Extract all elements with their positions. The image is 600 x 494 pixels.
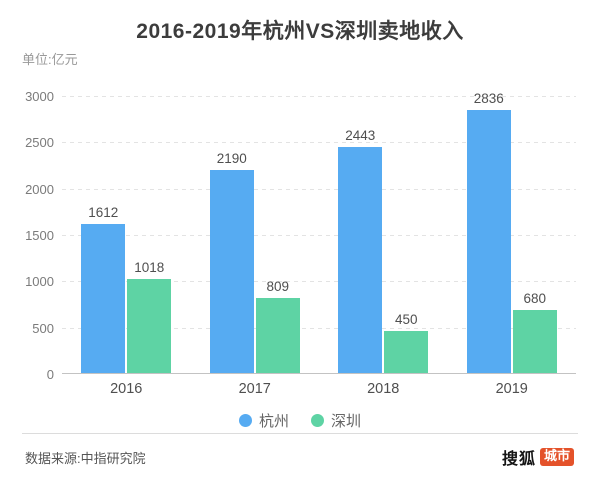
bar-2016-series-0	[81, 223, 126, 373]
legend-label: 深圳	[331, 413, 362, 430]
brand-logo: 搜狐 城市	[502, 445, 574, 469]
bar-2016-series-1	[127, 278, 172, 373]
bar-2017-series-1	[255, 298, 300, 373]
x-axis-label: 2018	[367, 381, 400, 397]
bar-value-label: 1018	[134, 259, 165, 275]
bar-2018-series-1	[384, 331, 429, 373]
x-axis-line	[62, 373, 576, 374]
x-axis-label: 2017	[238, 381, 271, 397]
bar-value-label: 2190	[216, 151, 247, 167]
gridline	[62, 96, 576, 97]
legend-label: 杭州	[258, 413, 289, 430]
legend: 杭州 深圳	[0, 410, 600, 431]
gridline	[62, 281, 576, 283]
bar-value-label: 450	[394, 312, 418, 328]
legend-dot	[238, 414, 252, 427]
bar-value-label: 809	[266, 279, 290, 295]
bar-2019-series-1	[512, 310, 557, 373]
legend-item: 深圳	[311, 410, 361, 431]
gridline	[62, 188, 576, 190]
y-axis-label: 1000	[25, 274, 54, 290]
unit-label: 单位:亿元	[22, 52, 78, 67]
legend-item: 杭州	[238, 410, 289, 431]
y-axis-label: 1500	[25, 228, 54, 243]
brand-sohu-text: 搜狐	[501, 451, 536, 468]
y-axis-label: 3000	[25, 89, 54, 104]
bar-value-label: 2836	[473, 91, 504, 107]
bar-2017-series-0	[209, 170, 254, 373]
footer: 数据来源:中指研究院 搜狐 城市	[25, 446, 574, 468]
bar-2018-series-0	[338, 146, 383, 373]
y-axis-label: 2500	[25, 135, 54, 151]
bar-2019-series-0	[466, 110, 511, 373]
chart-title: 2016-2019年杭州VS深圳卖地收入	[136, 20, 464, 43]
plot-area: 1612 1018 2190 809 2443 450 2836 680	[62, 91, 576, 374]
bar-value-label: 680	[523, 290, 547, 306]
bar-value-label: 2443	[345, 127, 376, 143]
data-source: 数据来源:中指研究院	[25, 450, 146, 466]
bar-value-label: 1612	[88, 204, 119, 220]
x-axis-label: 2019	[495, 381, 528, 397]
y-axis-label: 0	[46, 367, 54, 382]
y-axis-label: 2000	[25, 181, 54, 197]
y-axis-label: 500	[32, 320, 54, 336]
x-axis-label: 2016	[110, 381, 143, 397]
gridline	[62, 327, 576, 329]
gridline	[62, 142, 576, 144]
gridline	[62, 235, 576, 236]
footer-divider	[22, 433, 578, 434]
brand-city-badge: 城市	[539, 448, 574, 466]
legend-dot	[311, 414, 324, 427]
